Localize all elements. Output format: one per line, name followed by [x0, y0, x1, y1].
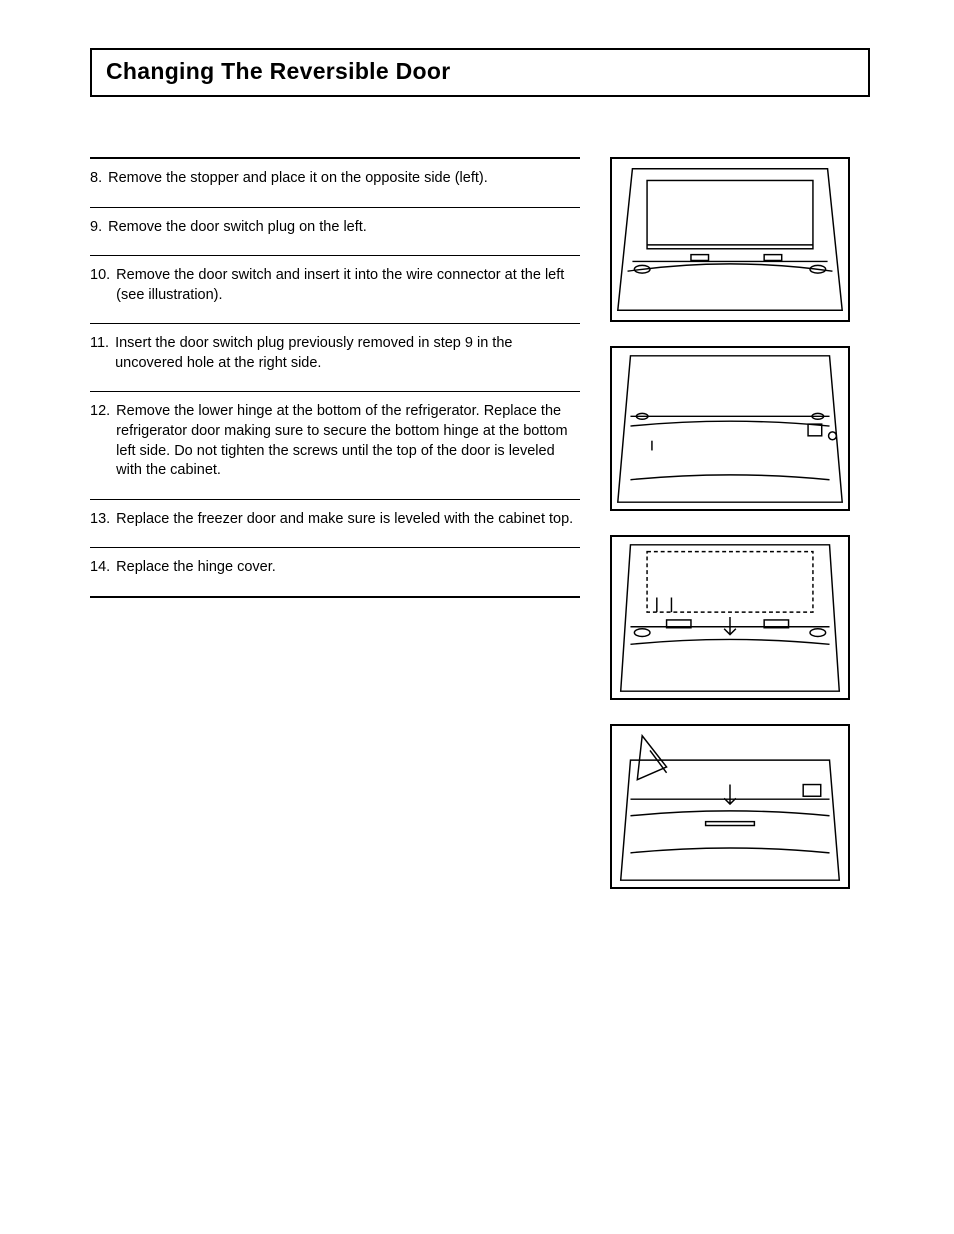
illustration-stopper: [610, 157, 850, 322]
steps-column: 8. Remove the stopper and place it on th…: [90, 157, 580, 889]
step-number: 13.: [90, 510, 116, 530]
step-number: 12.: [90, 402, 116, 480]
step-item: 9. Remove the door switch plug on the le…: [90, 207, 580, 256]
step-text: Remove the door switch plug on the left.: [108, 218, 367, 238]
step-number: 9.: [90, 218, 108, 238]
step-item: 10. Remove the door switch and insert it…: [90, 255, 580, 323]
page: Changing The Reversible Door 8. Remove t…: [0, 0, 954, 1234]
step-number: 8.: [90, 169, 108, 189]
illustration-lower-hinge: [610, 535, 850, 700]
step-text: Replace the freezer door and make sure i…: [116, 510, 573, 530]
refrigerator-top-icon: [612, 159, 848, 320]
step-number: 14.: [90, 558, 116, 578]
step-text: Replace the hinge cover.: [116, 558, 276, 578]
step-item: 14. Replace the hinge cover.: [90, 547, 580, 598]
hinge-cover-icon: [612, 726, 848, 887]
illustration-door-switch: [610, 346, 850, 511]
refrigerator-switch-icon: [612, 348, 848, 509]
step-item: 12. Remove the lower hinge at the bottom…: [90, 391, 580, 498]
refrigerator-hinge-icon: [612, 537, 848, 698]
illustration-column: [610, 157, 860, 889]
step-number: 11.: [90, 334, 115, 373]
step-item: 13. Replace the freezer door and make su…: [90, 499, 580, 548]
step-number: 10.: [90, 266, 116, 305]
illustration-hinge-cover: [610, 724, 850, 889]
step-item: 8. Remove the stopper and place it on th…: [90, 157, 580, 207]
step-text: Insert the door switch plug previously r…: [115, 334, 580, 373]
step-item: 11. Insert the door switch plug previous…: [90, 323, 580, 391]
section-title-box: Changing The Reversible Door: [90, 48, 870, 97]
section-title: Changing The Reversible Door: [106, 58, 854, 85]
step-text: Remove the door switch and insert it int…: [116, 266, 580, 305]
step-text: Remove the lower hinge at the bottom of …: [116, 402, 580, 480]
step-text: Remove the stopper and place it on the o…: [108, 169, 488, 189]
content-columns: 8. Remove the stopper and place it on th…: [90, 157, 914, 889]
